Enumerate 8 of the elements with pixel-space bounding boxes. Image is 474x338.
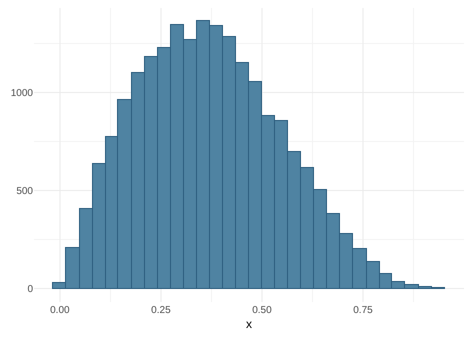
x-tick-label: 0.00 <box>50 305 70 316</box>
y-tick-label: 0 <box>27 284 34 296</box>
y-tick-label: 500 <box>16 186 34 198</box>
y-tick-label: 1000 <box>10 88 34 100</box>
x-tick-label: 0.25 <box>151 305 172 316</box>
x-tick-label: 0.50 <box>252 305 272 316</box>
x-axis-title: x <box>246 316 252 331</box>
x-tick-label: 0.75 <box>353 305 374 316</box>
